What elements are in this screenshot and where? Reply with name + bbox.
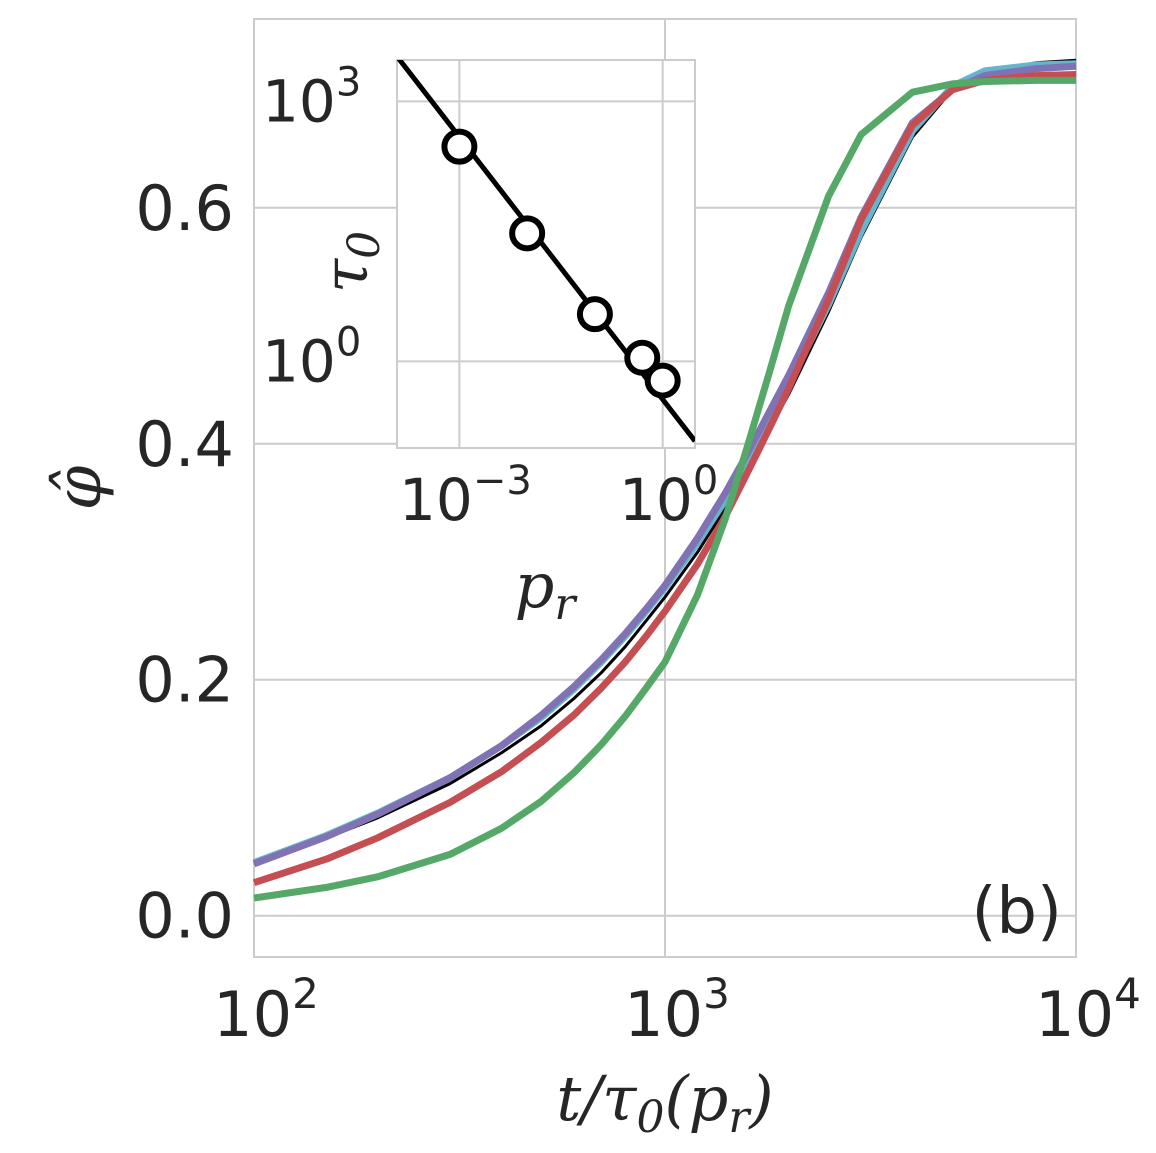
main-y-tick-label: 0.6 — [135, 172, 234, 245]
inset-y-tick-label: 103 — [262, 59, 361, 135]
inset-data-point — [441, 128, 478, 165]
inset-y-tick-labels: 100 103 — [262, 59, 361, 395]
inset-data-point — [644, 362, 681, 399]
panel-label: (b) — [971, 875, 1062, 949]
main-x-tick-labels: 102 103 104 — [213, 969, 1141, 1051]
inset-data-point — [576, 296, 613, 333]
main-x-tick-label: 102 — [213, 969, 319, 1051]
main-x-tick-label: 104 — [1035, 969, 1141, 1051]
inset-data-point — [509, 215, 546, 252]
inset-x-tick-label: 10−3 — [399, 458, 532, 534]
inset-data-point — [624, 339, 661, 376]
inset-x-axis-label: pr — [515, 549, 579, 630]
main-y-tick-label: 0.4 — [135, 408, 234, 481]
main-x-tick-label: 103 — [624, 969, 730, 1051]
main-y-tick-label: 0.2 — [135, 644, 234, 717]
inset-series-group — [397, 60, 695, 443]
y-axis-label: φ̂ — [42, 465, 116, 510]
main-y-tick-label: 0.0 — [135, 880, 234, 953]
inset-y-tick-label: 100 — [262, 319, 361, 395]
series-line-4 — [252, 71, 1077, 887]
series-line-5 — [253, 76, 1076, 902]
inset-x-tick-label: 100 — [619, 458, 718, 534]
main-series-group — [252, 58, 1077, 902]
inset-plot: 10−3 100 100 103 — [262, 59, 718, 534]
x-axis-label: t/τ0(pr) — [556, 1062, 773, 1143]
inset-x-tick-labels: 10−3 100 — [399, 458, 718, 534]
inset-y-axis-label: τ0 — [309, 231, 390, 293]
main-y-tick-labels: 0.0 0.2 0.4 0.6 — [135, 172, 234, 953]
